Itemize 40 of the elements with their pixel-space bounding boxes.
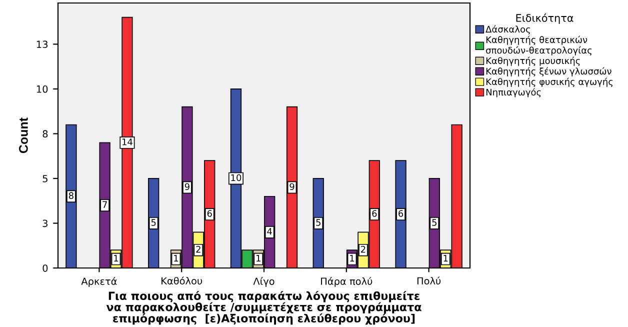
data-label: 2: [196, 246, 200, 253]
y-tick-label: 0: [42, 264, 48, 272]
data-label: 1: [174, 254, 178, 262]
data-label: 8: [68, 192, 74, 199]
x-axis-title: Για ποιους από τους παρακάτω λόγους επιθυμείτε να παρακολουθείτε /συμμετέχετε σε προγράμματα επιμόρφωσης [ε)Αξιοποίηση ελεύθερου χρόνου]: [106, 290, 422, 325]
data-label: 2: [361, 246, 366, 253]
legend-label: Καθηγητής μουσικής: [486, 56, 580, 66]
y-tick-label: 5: [42, 175, 48, 182]
data-label: 14: [122, 138, 132, 146]
data-label: 6: [398, 210, 404, 217]
x-tick-label: Λίγο: [253, 277, 274, 287]
data-label: 1: [350, 254, 354, 262]
data-label: 4: [267, 228, 272, 235]
x-tick-label: Πολύ: [417, 276, 441, 285]
legend-title: Ειδικότητα: [516, 13, 574, 24]
legend-label: Νηπιαγωγός: [486, 88, 541, 98]
data-label: 9: [290, 183, 294, 190]
y-tick-label: 8: [42, 130, 48, 138]
legend-label: Καθηγητής φυσικής αγωγής: [486, 78, 613, 87]
y-tick-label: 10: [36, 85, 48, 93]
data-label: 6: [372, 210, 377, 217]
x-tick-label: Καθόλου: [162, 276, 202, 285]
data-label: 7: [102, 201, 107, 208]
data-label: 1: [114, 254, 118, 262]
y-tick-label: 3: [42, 220, 48, 228]
data-label: 10: [231, 174, 242, 182]
data-label: 5: [432, 219, 436, 226]
x-tick-label: Πάρα πολύ: [321, 277, 372, 287]
data-label: 6: [207, 210, 212, 217]
data-label: 5: [151, 219, 156, 226]
x-tick-label: Αρκετά: [81, 277, 117, 287]
y-axis-title: Count: [19, 118, 28, 154]
legend-label: Δάσκαλος: [486, 25, 530, 34]
y-tick-label: 13: [36, 40, 48, 48]
data-label: 9: [184, 183, 190, 190]
data-label: 5: [316, 219, 320, 226]
data-label: 1: [444, 254, 448, 262]
data-label: 1: [256, 254, 260, 262]
legend-label: Καθηγητής ξένων γλωσσών: [486, 67, 612, 76]
legend-label: Καθηγητής θεατρικών σπουδών-θεατρολογίας: [486, 36, 592, 56]
